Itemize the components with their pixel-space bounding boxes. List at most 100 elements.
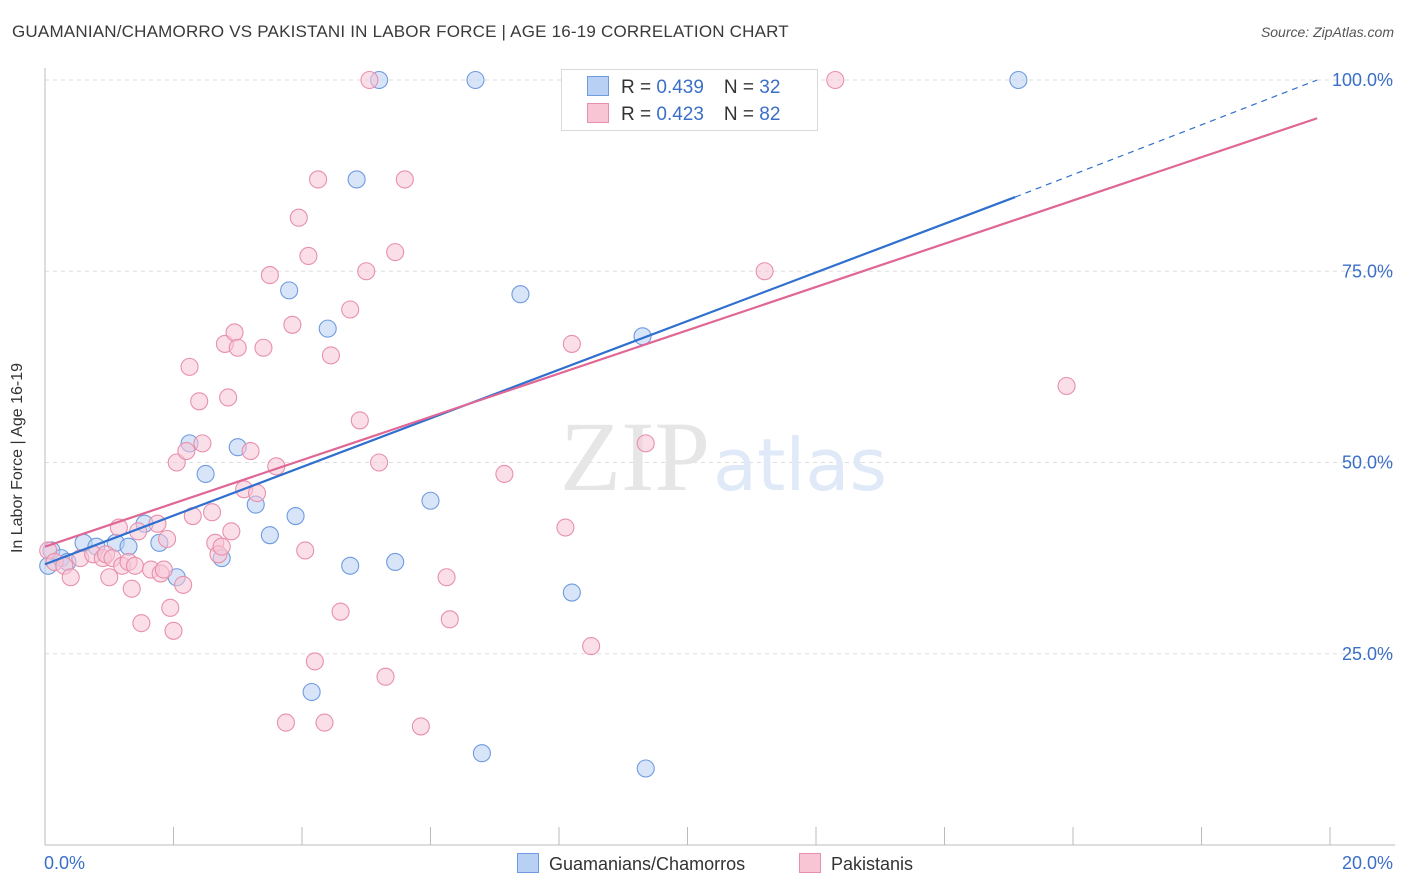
point-pakistani xyxy=(125,556,144,575)
point-guamanian xyxy=(386,552,405,572)
trend-line-pakistani xyxy=(44,117,1318,548)
point-pakistani xyxy=(241,441,260,461)
point-pakistani xyxy=(164,621,183,640)
legend-r-label: R = xyxy=(621,77,657,98)
point-pakistani xyxy=(222,522,241,541)
y-tick-label: 25.0% xyxy=(1342,644,1393,664)
legend-r-value: 0.439 xyxy=(656,77,704,98)
point-pakistani xyxy=(305,652,324,671)
tick-labels: 25.0% 50.0% 75.0% 100.0% 0.0% 20.0% xyxy=(44,70,1393,873)
point-pakistani xyxy=(826,70,845,90)
point-pakistani xyxy=(331,602,350,621)
point-pakistani xyxy=(315,713,334,732)
point-pakistani xyxy=(411,717,430,736)
point-pakistani xyxy=(582,637,601,656)
point-pakistani xyxy=(495,464,514,484)
trend-line-guamanian-extension xyxy=(1014,79,1318,198)
point-pakistani xyxy=(636,434,655,453)
x-tick-label: 0.0% xyxy=(44,853,85,873)
point-guamanian xyxy=(466,70,485,90)
legend-n-label: N = xyxy=(723,104,760,125)
legend-row-pakistani: R = 0.423 N = 82 xyxy=(587,103,780,126)
watermark-zip: ZIP xyxy=(560,401,710,512)
stats-legend: R = 0.439 N = 32 R = 0.423 N = 82 xyxy=(561,69,818,131)
point-pakistani xyxy=(174,575,193,594)
point-guamanian xyxy=(636,759,655,778)
point-pakistani xyxy=(193,434,212,453)
point-pakistani xyxy=(225,323,244,342)
point-guamanian xyxy=(347,170,366,189)
point-pakistani xyxy=(321,346,340,365)
point-pakistani xyxy=(158,529,177,549)
bottom-legend-label: Pakistanis xyxy=(831,854,914,874)
point-pakistani xyxy=(132,614,151,633)
point-pakistani xyxy=(122,579,141,598)
point-pakistani xyxy=(180,357,199,376)
y-axis-label: In Labor Force | Age 16-19 xyxy=(9,362,26,554)
point-guamanian xyxy=(341,556,360,575)
data-points xyxy=(39,70,1076,778)
point-guamanian xyxy=(1009,70,1028,90)
point-pakistani xyxy=(395,170,414,189)
point-guamanian xyxy=(472,744,491,763)
bottom-legend-swatch-blue xyxy=(517,853,539,873)
point-pakistani xyxy=(100,568,119,587)
point-guamanian xyxy=(302,682,321,702)
point-pakistani xyxy=(254,338,273,357)
point-pakistani xyxy=(283,315,302,334)
point-guamanian xyxy=(196,464,215,484)
point-pakistani xyxy=(228,338,247,357)
point-pakistani xyxy=(161,598,180,617)
point-pakistani xyxy=(341,300,360,319)
axes xyxy=(44,68,1395,846)
point-pakistani xyxy=(755,262,774,281)
point-pakistani xyxy=(203,503,222,522)
bottom-legend-swatch-pink xyxy=(799,853,821,873)
point-pakistani xyxy=(296,541,315,560)
legend-r-value: 0.423 xyxy=(656,104,704,125)
legend-swatch-blue xyxy=(587,76,609,96)
chart-title: GUAMANIAN/CHAMORRO VS PAKISTANI IN LABOR… xyxy=(12,22,789,41)
point-guamanian xyxy=(286,506,305,526)
point-pakistani xyxy=(61,568,80,587)
point-pakistani xyxy=(350,411,369,430)
point-pakistani xyxy=(260,266,279,285)
bottom-legend-guamanian: Guamanians/Chamorros xyxy=(517,853,745,875)
point-pakistani xyxy=(177,441,196,461)
trend-line-guamanian xyxy=(44,196,1016,566)
point-pakistani xyxy=(386,243,405,262)
legend-n-value: 82 xyxy=(759,104,781,125)
point-pakistani xyxy=(370,453,389,472)
point-pakistani xyxy=(154,560,173,579)
point-pakistani xyxy=(562,334,581,353)
point-guamanian xyxy=(421,491,440,510)
point-pakistani xyxy=(437,568,456,587)
legend-swatch-pink xyxy=(587,103,609,123)
point-pakistani xyxy=(360,70,379,90)
point-pakistani xyxy=(190,392,209,411)
watermark: ZIP atlas xyxy=(560,401,887,512)
point-pakistani xyxy=(276,713,295,732)
chart-source: Source: ZipAtlas.com xyxy=(1260,24,1394,40)
point-pakistani xyxy=(556,518,575,537)
point-pakistani xyxy=(1057,376,1076,396)
bottom-legend-label: Guamanians/Chamorros xyxy=(549,854,746,874)
point-pakistani xyxy=(309,170,328,189)
point-pakistani xyxy=(357,262,376,281)
point-guamanian xyxy=(318,319,337,338)
point-pakistani xyxy=(299,246,318,265)
y-tick-label: 75.0% xyxy=(1342,261,1393,281)
point-guamanian xyxy=(260,526,279,545)
point-pakistani xyxy=(376,667,395,686)
point-pakistani xyxy=(440,610,459,629)
bottom-legend-pakistani: Pakistanis xyxy=(799,853,913,875)
point-pakistani xyxy=(212,537,231,556)
point-pakistani xyxy=(219,388,238,407)
legend-row-guamanian: R = 0.439 N = 32 xyxy=(587,76,780,99)
x-tick-label: 20.0% xyxy=(1342,853,1393,873)
trend-lines xyxy=(44,79,1318,566)
legend-r-label: R = xyxy=(621,104,657,125)
legend-n-label: N = xyxy=(723,77,760,98)
legend-n-value: 32 xyxy=(759,77,781,98)
